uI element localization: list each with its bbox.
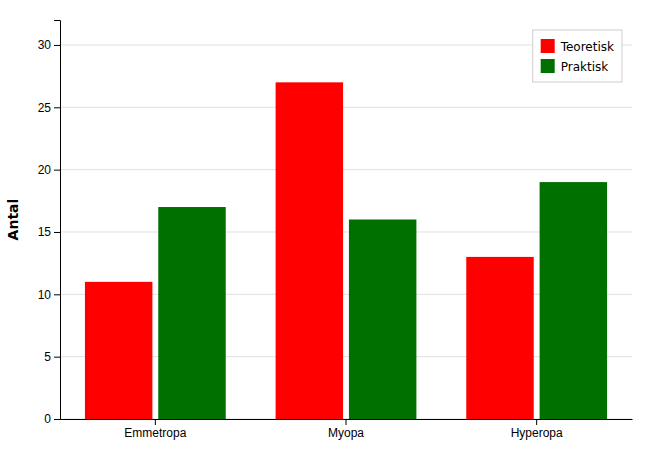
y-tick-mark <box>54 294 60 295</box>
y-tick: 25 <box>38 101 60 115</box>
y-tick: 15 <box>38 225 60 239</box>
x-axis: Emmetropa Myopa Hyperopa <box>61 419 633 440</box>
bar <box>540 182 607 419</box>
grid <box>60 45 632 419</box>
x-tick: Emmetropa <box>124 419 186 440</box>
y-tick-label: 10 <box>38 288 52 302</box>
y-axis: 0 5 10 15 20 25 30 <box>38 21 61 427</box>
legend-box <box>533 30 622 82</box>
y-tick-label: 5 <box>44 350 51 364</box>
y-tick-mark <box>54 419 60 420</box>
x-tick-mark <box>536 419 537 425</box>
legend-item: Teoretisk <box>541 39 614 54</box>
chart: Emmetropa Myopa Hyperopa 0 5 10 15 20 25 30 Teoret… <box>0 0 652 459</box>
x-tick-label: Hyperopa <box>511 426 563 440</box>
y-tick-mark <box>54 232 60 233</box>
axis-line <box>54 21 61 420</box>
x-tick-mark <box>346 419 347 425</box>
legend-label: Teoretisk <box>560 40 614 54</box>
bar <box>276 82 343 419</box>
legend-label: Praktisk <box>561 60 609 74</box>
grid-line <box>60 169 632 170</box>
y-tick: 0 <box>44 412 60 426</box>
x-tick-mark <box>155 419 156 425</box>
y-tick-mark <box>54 107 60 108</box>
y-tick-mark <box>54 357 60 358</box>
bar <box>349 220 416 420</box>
legend-swatch <box>541 59 555 73</box>
y-tick-label: 15 <box>38 225 52 239</box>
x-tick-label: Emmetropa <box>124 426 186 440</box>
legend-item: Praktisk <box>541 59 609 74</box>
y-tick-label: 20 <box>38 163 52 177</box>
y-tick: 10 <box>38 288 60 302</box>
y-tick-label: 25 <box>38 101 52 115</box>
plot: Emmetropa Myopa Hyperopa 0 5 10 15 20 25 30 Teoret… <box>38 21 633 440</box>
y-tick: 30 <box>38 38 60 52</box>
y-tick-mark <box>54 45 60 46</box>
y-tick-mark <box>54 170 60 171</box>
legend: Teoretisk Praktisk <box>533 30 622 82</box>
bar <box>158 207 225 419</box>
y-tick: 20 <box>38 163 60 177</box>
x-tick: Hyperopa <box>511 419 563 440</box>
y-tick-label: 30 <box>38 38 52 52</box>
bar <box>466 257 533 419</box>
bars <box>85 82 607 419</box>
legend-swatch <box>541 39 555 53</box>
bar <box>85 282 152 419</box>
y-tick: 5 <box>44 350 60 364</box>
y-tick-label: 0 <box>44 412 51 426</box>
grid-line <box>60 107 632 108</box>
x-tick-label: Myopa <box>328 426 364 440</box>
bar-series <box>158 182 607 419</box>
bar-series <box>85 82 534 419</box>
x-tick: Myopa <box>328 419 364 440</box>
y-axis-title: Antal <box>5 199 21 241</box>
